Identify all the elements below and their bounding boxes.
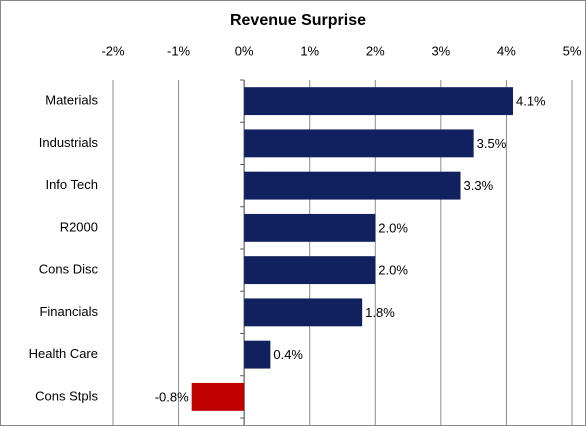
- y-tick-label: Health Care: [29, 346, 98, 361]
- bar: [244, 298, 363, 327]
- y-tick-label: Materials: [45, 93, 98, 108]
- bar: [244, 171, 461, 200]
- x-tick-label: -1%: [167, 43, 191, 58]
- bar: [244, 87, 513, 116]
- data-label: -0.8%: [155, 389, 189, 404]
- x-tick-label: 5%: [563, 43, 582, 58]
- bar: [244, 129, 474, 158]
- bar: [244, 256, 376, 285]
- y-tick-label: Industrials: [39, 135, 99, 150]
- x-tick-label: 0%: [235, 43, 254, 58]
- bar: [191, 382, 245, 411]
- y-tick-label: R2000: [60, 219, 98, 234]
- y-tick-label: Financials: [39, 304, 98, 319]
- chart-title: Revenue Surprise: [230, 12, 366, 29]
- y-tick-label: Cons Disc: [39, 262, 99, 277]
- data-label: 3.3%: [464, 178, 494, 193]
- bar: [244, 213, 376, 242]
- data-label: 0.4%: [273, 347, 303, 362]
- data-label: 2.0%: [378, 220, 408, 235]
- x-tick-label: 4%: [497, 43, 516, 58]
- data-label: 4.1%: [516, 94, 546, 109]
- x-tick-label: 2%: [366, 43, 385, 58]
- x-tick-label: 1%: [300, 43, 319, 58]
- data-label: 2.0%: [378, 263, 408, 278]
- x-tick-label: 3%: [431, 43, 450, 58]
- data-label: 3.5%: [477, 136, 507, 151]
- y-tick-label: Cons Stpls: [35, 388, 98, 403]
- data-label: 1.8%: [365, 305, 395, 320]
- bar: [244, 340, 271, 369]
- x-tick-label: -2%: [101, 43, 125, 58]
- y-tick-label: Info Tech: [45, 177, 98, 192]
